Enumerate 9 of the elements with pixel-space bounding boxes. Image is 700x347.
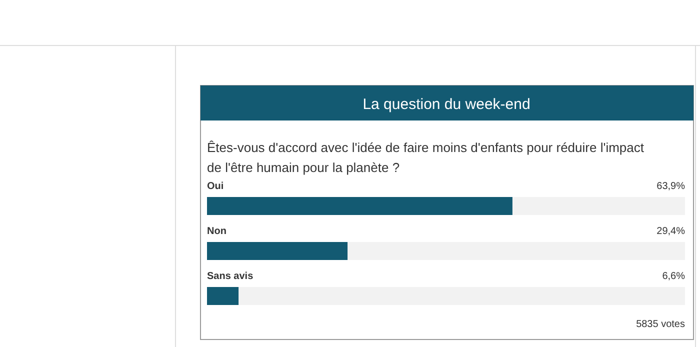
data-label: 63,9% xyxy=(656,181,686,192)
data-label: 6,6% xyxy=(662,271,686,282)
chart-subtitle: Êtes-vous d'accord avec l'idée de faire moins d'enfants pour réduire l'impact de l'être humain pour la planète ? xyxy=(207,140,644,175)
data-label: 29,4% xyxy=(656,226,686,237)
y-tick-label: Oui xyxy=(207,181,224,192)
y-tick-label: Non xyxy=(207,226,226,237)
y-tick-label: Sans avis xyxy=(207,271,254,282)
chart-title: La question du week-end xyxy=(362,96,530,113)
text: 5835 votes xyxy=(636,319,685,330)
